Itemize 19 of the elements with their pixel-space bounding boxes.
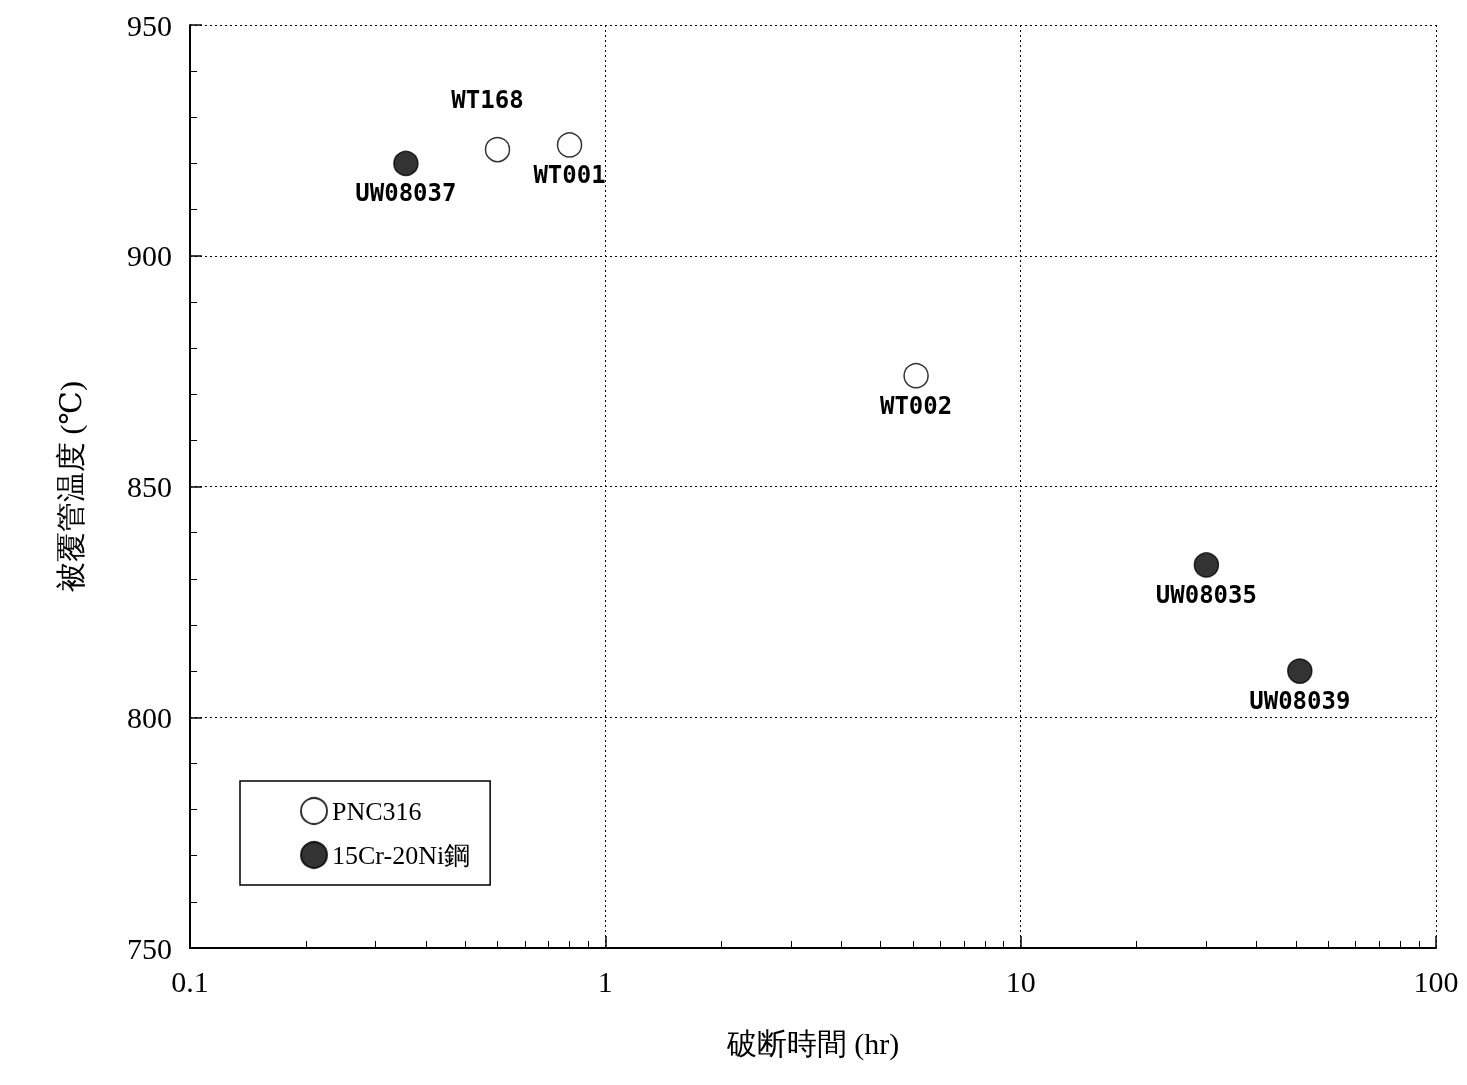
- legend-label: 15Cr-20Ni鋼: [332, 840, 471, 870]
- annotation: WT002: [879, 391, 953, 420]
- y-tick-label: 950: [127, 8, 172, 42]
- y-tick-label: 900: [127, 239, 172, 273]
- y-tick-label: 850: [127, 470, 172, 503]
- annotation: UW08035: [1155, 580, 1257, 609]
- x-tick-label: 100: [1413, 964, 1459, 998]
- x-axis-title: 破断時間 (hr): [725, 1026, 900, 1061]
- x-tick-label: 10: [1005, 964, 1036, 998]
- annotation: UW08039: [1249, 687, 1351, 716]
- x-tick-label: 0.1: [171, 964, 209, 998]
- x-tick-label: 1: [597, 964, 613, 998]
- y-tick-label: 800: [127, 700, 172, 734]
- y-axis-title: 被覆管温度 (℃): [53, 380, 88, 593]
- y-tick-label: 750: [127, 931, 172, 965]
- annotation: UW08037: [355, 179, 457, 208]
- annotation: WT168: [451, 85, 524, 114]
- annotation: WT001: [533, 160, 606, 189]
- legend-label: PNC316: [332, 796, 422, 826]
